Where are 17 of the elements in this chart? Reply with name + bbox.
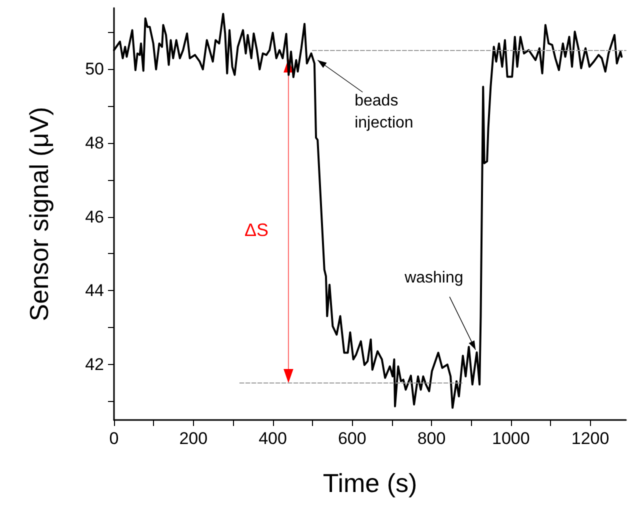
y-tick-label: 46 xyxy=(85,207,104,226)
annotation: beads injection xyxy=(354,92,414,132)
x-axis-title: Time (s) xyxy=(322,468,418,498)
x-tick-label: 0 xyxy=(109,429,119,448)
annotation: washing xyxy=(404,269,464,286)
y-axis-title: Sensor signal (μV) xyxy=(24,106,54,322)
x-tick-label: 200 xyxy=(179,429,208,448)
x-tick-label: 1000 xyxy=(492,429,530,448)
y-tick-label: 44 xyxy=(85,281,104,300)
annotation: ΔS xyxy=(244,220,268,240)
x-tick-label: 400 xyxy=(258,429,287,448)
y-tick-label: 42 xyxy=(85,355,104,374)
y-tick-label: 50 xyxy=(85,59,104,78)
y-tick-label: 48 xyxy=(85,133,104,152)
x-tick-label: 1200 xyxy=(571,429,610,448)
x-tick-label: 600 xyxy=(338,429,366,448)
x-tick-label: 800 xyxy=(417,429,446,448)
